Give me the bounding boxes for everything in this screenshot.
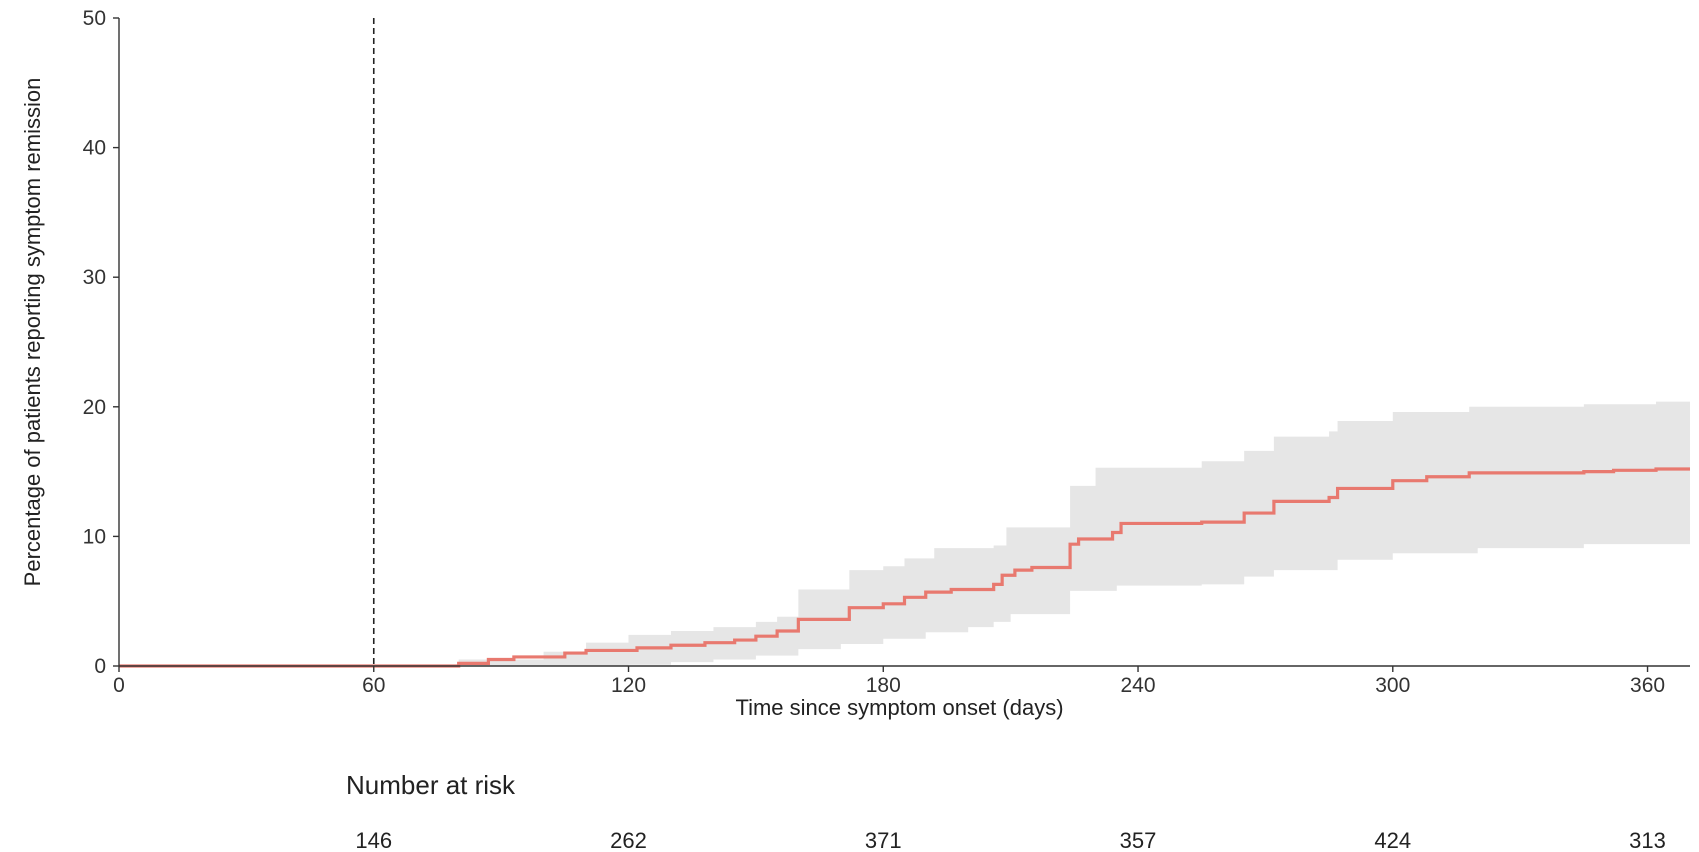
axes-layer xyxy=(113,17,1690,672)
x-tick-label: 240 xyxy=(1121,674,1156,697)
confidence-band-layer xyxy=(458,399,1691,666)
remission-step-curve xyxy=(119,467,1690,668)
number-at-risk-value: 424 xyxy=(1374,828,1411,852)
y-tick-label: 40 xyxy=(83,137,106,160)
y-tick-label: 0 xyxy=(94,655,106,678)
number-at-risk-value: 313 xyxy=(1629,828,1666,852)
x-tick-label: 60 xyxy=(362,674,385,697)
x-tick-label: 0 xyxy=(113,674,125,697)
number-at-risk-value: 371 xyxy=(865,828,902,852)
number-at-risk-value: 146 xyxy=(355,828,392,852)
tick-labels-layer: 0 60 120 180 240 300 360 0 10 20 30 40 50 xyxy=(83,7,1665,697)
y-axis-title: Percentage of patients reporting symptom… xyxy=(20,78,45,587)
number-at-risk-title: Number at risk xyxy=(346,770,516,800)
y-tick-label: 50 xyxy=(83,7,106,30)
x-tick-label: 360 xyxy=(1630,674,1665,697)
x-tick-label: 180 xyxy=(866,674,901,697)
y-tick-label: 20 xyxy=(83,396,106,419)
survival-curve-layer xyxy=(119,467,1690,668)
x-tick-label: 120 xyxy=(611,674,646,697)
y-tick-label: 30 xyxy=(83,266,106,289)
number-at-risk-value: 357 xyxy=(1120,828,1157,852)
number-at-risk-value: 262 xyxy=(610,828,647,852)
x-tick-label: 300 xyxy=(1375,674,1410,697)
number-at-risk-row: 146 262 371 357 424 313 xyxy=(355,828,1666,852)
confidence-band xyxy=(458,399,1691,666)
x-axis-title: Time since symptom onset (days) xyxy=(735,695,1063,720)
y-tick-label: 10 xyxy=(83,525,106,548)
